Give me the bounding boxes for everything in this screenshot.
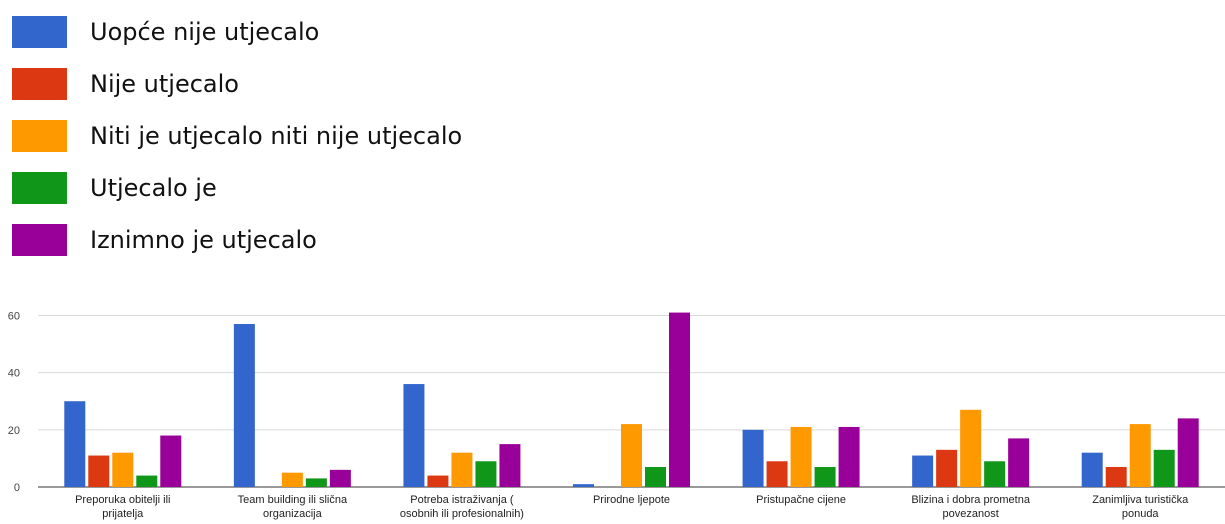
x-tick-label: ponuda: [1122, 508, 1160, 520]
y-tick-label: 20: [8, 425, 20, 437]
legend-swatch: [12, 16, 67, 48]
bar: [838, 426, 860, 487]
bar: [499, 444, 521, 487]
x-tick-label: Prirodne ljepote: [593, 494, 670, 506]
bar: [1129, 424, 1151, 487]
legend-swatch: [12, 172, 67, 204]
bar: [281, 472, 303, 487]
bar: [451, 452, 473, 487]
bar: [403, 384, 425, 487]
bar: [112, 452, 134, 487]
legend-label: Niti je utjecalo niti nije utjecalo: [90, 122, 463, 150]
x-tick-label: Blizina i dobra prometna: [911, 494, 1031, 506]
legend-label: Uopće nije utjecalo: [90, 18, 320, 46]
y-tick-label: 60: [8, 310, 20, 322]
bar: [814, 466, 836, 487]
bar-chart: 0 20 40 60 Preporuka obitelji ili prijatelja T…: [8, 310, 1225, 520]
bar: [1081, 452, 1103, 487]
bar: [960, 409, 982, 487]
legend-swatch: [12, 224, 67, 256]
legend-label: Utjecalo je: [90, 174, 217, 202]
bar: [669, 312, 690, 487]
y-tick-label: 0: [14, 482, 20, 494]
bar: [936, 449, 958, 487]
bar: [1177, 418, 1199, 487]
bar: [1153, 449, 1175, 487]
y-tick-label: 40: [8, 368, 20, 380]
legend-swatch: [12, 120, 67, 152]
legend-swatch: [12, 68, 67, 100]
bar: [912, 455, 934, 487]
bar: [1008, 438, 1030, 487]
bar: [305, 478, 327, 487]
bar: [766, 461, 788, 487]
bar: [427, 475, 449, 487]
bar: [645, 466, 666, 487]
x-tick-label: prijatelja: [102, 508, 144, 520]
x-tick-label: organizacija: [263, 508, 323, 520]
x-tick-label: Preporuka obitelji ili: [75, 494, 170, 506]
legend-label: Nije utjecalo: [90, 70, 239, 98]
bar: [1105, 466, 1127, 487]
x-tick-label: osobnih ili profesionalnih): [400, 508, 524, 520]
x-tick-label: Team building ili slična: [238, 494, 348, 506]
legend-label: Iznimno je utjecalo: [90, 226, 317, 254]
x-tick-label: Potreba istraživanja (: [410, 494, 514, 506]
x-tick-label: Zanimljiva turistička: [1092, 494, 1189, 506]
bar: [88, 455, 110, 487]
bar: [329, 469, 351, 487]
x-tick-label: povezanost: [943, 508, 999, 520]
bar: [64, 401, 86, 487]
bar: [984, 461, 1006, 487]
bar: [160, 435, 182, 487]
bar: [475, 461, 497, 487]
bar: [136, 475, 158, 487]
bar: [790, 426, 812, 487]
bar: [573, 484, 594, 487]
bar: [742, 429, 764, 487]
bar: [233, 324, 255, 487]
x-tick-label: Pristupačne cijene: [756, 494, 846, 506]
bar: [621, 424, 642, 487]
